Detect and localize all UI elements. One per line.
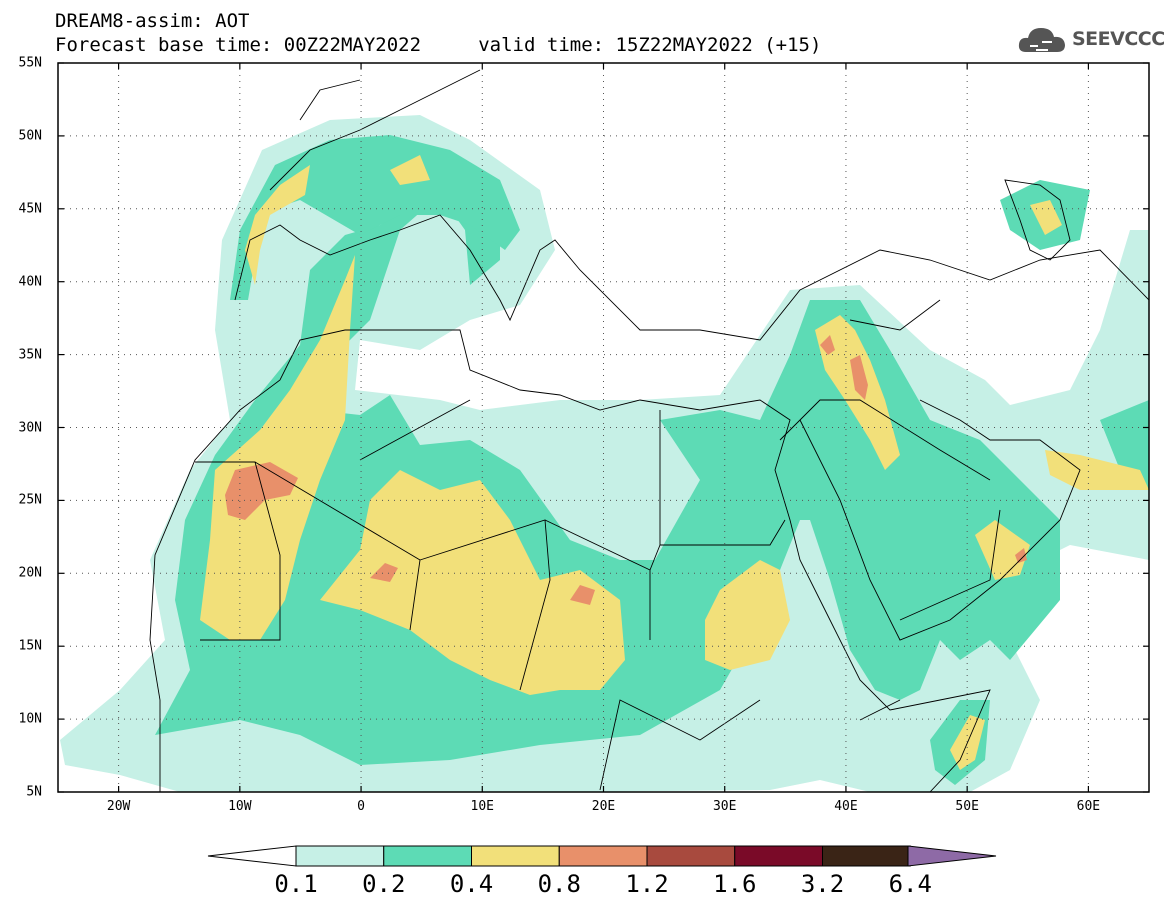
latitude-label: 45N: [18, 201, 42, 217]
latitude-label: 40N: [18, 274, 42, 290]
aot-contour-0.4: [975, 520, 1030, 580]
latitude-label: 50N: [18, 128, 42, 144]
longitude-label: 20E: [591, 799, 616, 814]
colorbar-under-triangle: [207, 845, 297, 867]
latitude-label: 10N: [18, 711, 42, 727]
colorbar-over-triangle: [907, 845, 997, 867]
latitude-label: 25N: [18, 492, 42, 508]
colorbar: [207, 845, 997, 867]
longitude-label: 10E: [470, 799, 495, 814]
colorbar-swatch: [734, 845, 823, 867]
colorbar-swatch: [646, 845, 736, 867]
aot-contour-0.4: [245, 165, 310, 285]
longitude-label: 60E: [1076, 799, 1101, 814]
latitude-label: 55N: [18, 55, 42, 71]
colorbar-label: 1.6: [713, 870, 757, 898]
aot-contour-0.4: [200, 255, 355, 640]
logo-text: SEEVCCC: [1072, 28, 1165, 50]
aot-contour-0.4: [705, 560, 790, 670]
longitude-label: 50E: [955, 799, 979, 814]
longitude-label: 40E: [834, 799, 858, 814]
aot-contour-0.4: [390, 155, 430, 185]
colorbar-label: 0.2: [362, 870, 406, 898]
latitude-label: 35N: [18, 347, 42, 363]
aot-contour-0.8: [1015, 548, 1027, 563]
colorbar-label: 3.2: [800, 870, 845, 898]
colorbar-label: 0.4: [449, 870, 494, 898]
colorbar-label: 0.8: [537, 870, 581, 898]
caspian-sea: [1004, 179, 1071, 261]
coastline-europe: [234, 214, 1149, 341]
axis-ticks: [58, 62, 1149, 793]
longitude-label: 30E: [712, 799, 737, 814]
aot-contour-0.4: [320, 470, 625, 695]
aot-field: [60, 115, 1149, 792]
longitude-label: 20W: [106, 799, 131, 814]
forecast-time-info: Forecast base time: 00Z22MAY2022 valid t…: [55, 34, 822, 56]
latitude-label: 15N: [18, 638, 42, 654]
colorbar-swatch: [383, 845, 472, 867]
longitude-label: 10W: [228, 799, 252, 814]
coastlines: [149, 69, 1149, 792]
coastline-arabia: [799, 399, 1081, 641]
latitude-label: 20N: [18, 565, 42, 581]
latitude-label: 30N: [18, 420, 42, 435]
aot-contour-0.2: [1100, 400, 1149, 490]
aot-contour-0.8: [820, 335, 835, 355]
map-title: DREAM8-assim: AOT: [55, 10, 250, 32]
borders: [195, 299, 1001, 791]
seevccc-logo: SEEVCCC: [1016, 22, 1165, 56]
colorbar-label: 6.4: [888, 870, 932, 898]
longitude-label: 0: [357, 799, 365, 814]
colorbar-swatch: [471, 845, 560, 867]
cloud-icon: [1018, 28, 1065, 52]
aot-contour-0.8: [370, 563, 398, 582]
aot-contour-0.4: [1045, 450, 1149, 490]
latitude-label: 5N: [26, 784, 42, 800]
coastline-africa: [149, 329, 991, 792]
aot-contour-0.8: [850, 355, 868, 400]
colorbar-swatch: [822, 845, 911, 867]
colorbar-label: 1.2: [625, 870, 669, 898]
colorbar-label: 0.1: [274, 870, 318, 898]
aot-contour-0.8: [570, 585, 595, 605]
coastline-north: [269, 69, 481, 191]
colorbar-swatch: [558, 845, 648, 867]
colorbar-swatch: [295, 845, 385, 867]
